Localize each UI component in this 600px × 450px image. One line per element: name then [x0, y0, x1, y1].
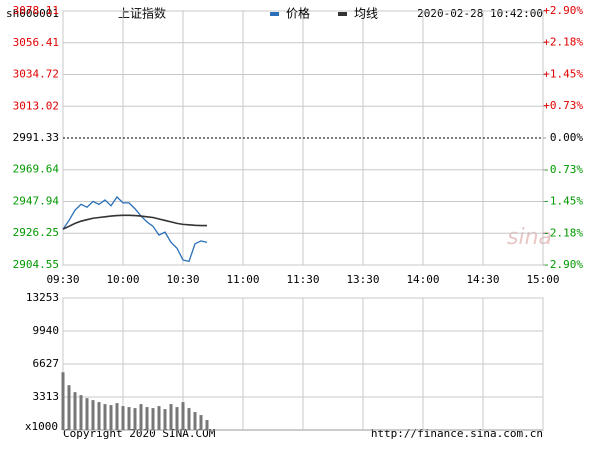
chart-title: 上证指数: [118, 6, 166, 21]
x-tick-label: 09:30: [46, 273, 79, 286]
volume-bar: [61, 372, 65, 430]
volume-bar: [145, 407, 149, 430]
x-tick-label: 11:30: [286, 273, 319, 286]
y-tick-label: 3013.02: [13, 99, 59, 112]
price-line: [62, 196, 208, 263]
volume-bar: [139, 404, 143, 430]
volume-unit: x1000: [25, 420, 58, 433]
x-tick-label: 11:00: [226, 273, 259, 286]
y2-tick-label: 0.00%: [550, 131, 583, 144]
volume-bar: [169, 404, 173, 430]
volume-bar: [151, 408, 155, 430]
volume-tick-label: 6627: [33, 357, 60, 370]
y-tick-label: 2904.55: [13, 258, 59, 271]
y2-tick-label: -2.18%: [543, 226, 583, 239]
volume-bar: [127, 407, 131, 430]
volume-bar: [157, 406, 161, 430]
y-tick-label: 2969.64: [13, 163, 60, 176]
volume-bar: [97, 402, 101, 430]
volume-bar: [175, 407, 179, 430]
x-tick-label: 10:00: [106, 273, 139, 286]
volume-bar: [79, 395, 83, 430]
y-tick-label: 3078.11: [13, 4, 59, 17]
x-tick-label: 10:30: [166, 273, 199, 286]
y2-tick-label: +2.18%: [543, 36, 583, 49]
volume-bar: [67, 385, 71, 430]
volume-bar: [199, 415, 203, 430]
volume-bar: [91, 400, 95, 430]
volume-bar: [115, 403, 119, 430]
price-line: [62, 214, 207, 230]
x-tick-label: 13:30: [346, 273, 379, 286]
volume-bar: [121, 406, 125, 430]
y2-tick-label: -0.73%: [543, 163, 583, 176]
volume-tick-label: 3313: [33, 390, 60, 403]
volume-bar: [187, 408, 191, 430]
watermark: sina: [507, 225, 552, 250]
volume-bar: [73, 392, 77, 430]
y-tick-label: 3034.72: [13, 68, 59, 81]
x-tick-label: 14:30: [466, 273, 499, 286]
legend-swatch: [338, 12, 347, 16]
volume-bar: [205, 420, 209, 430]
legend-swatch: [270, 12, 279, 16]
volume-bar: [133, 408, 137, 430]
y2-tick-label: +0.73%: [543, 99, 583, 112]
y2-tick-label: -1.45%: [543, 195, 583, 208]
legend-label: 价格: [286, 6, 310, 21]
volume-bar: [103, 404, 107, 430]
legend-label: 均线: [354, 7, 378, 21]
y2-tick-label: +1.45%: [543, 68, 583, 81]
x-tick-label: 14:00: [406, 273, 439, 286]
y2-tick-label: +2.90%: [543, 4, 583, 17]
y-tick-label: 2947.94: [13, 195, 60, 208]
stock-code: sh000001: [6, 7, 59, 20]
y-tick-label: 3056.41: [13, 36, 59, 49]
volume-bar: [181, 402, 185, 430]
source-url: http://finance.sina.com.cn: [371, 427, 543, 440]
volume-bar: [163, 409, 167, 430]
volume-bar: [193, 412, 197, 430]
volume-tick-label: 9940: [33, 324, 60, 337]
y2-tick-label: -2.90%: [543, 258, 583, 271]
volume-bar: [85, 398, 89, 430]
x-tick-label: 15:00: [526, 273, 559, 286]
volume-tick-label: 13253: [26, 291, 59, 304]
volume-bar: [109, 405, 113, 430]
y-tick-label: 2926.25: [13, 226, 59, 239]
y-tick-label: 2991.33: [13, 131, 59, 144]
timestamp: 2020-02-28 10:42:00: [417, 7, 543, 20]
